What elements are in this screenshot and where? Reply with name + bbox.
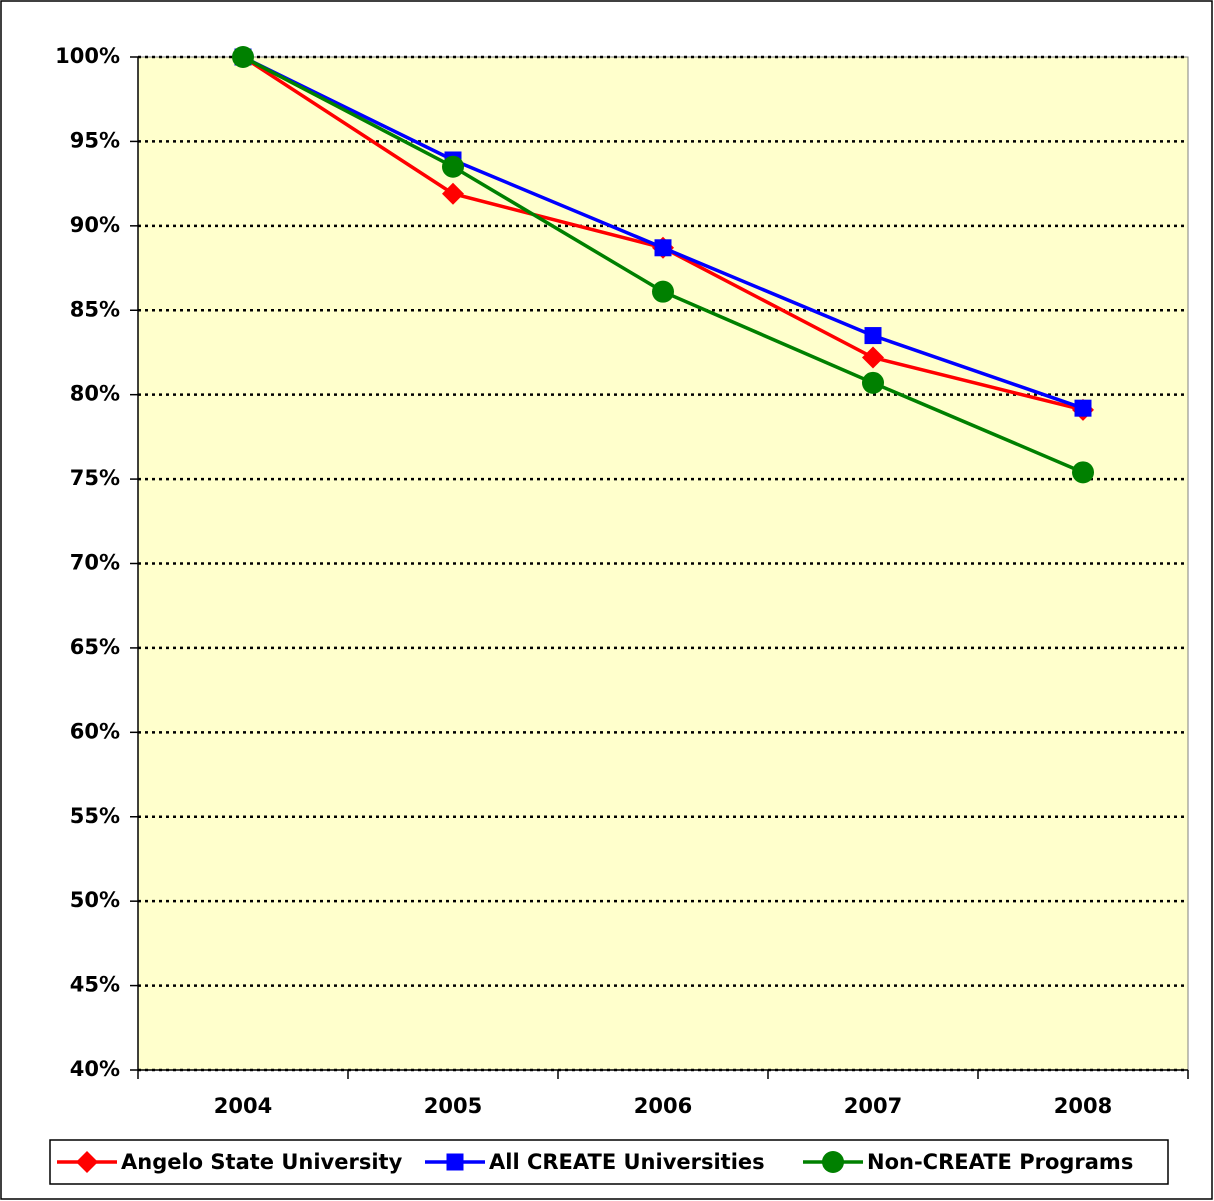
y-tick-label: 70% <box>70 551 120 575</box>
y-tick-label: 45% <box>70 973 120 997</box>
y-tick-label: 60% <box>70 719 120 743</box>
x-tick-label: 2007 <box>844 1094 902 1118</box>
data-point <box>652 280 674 303</box>
data-point <box>442 155 464 178</box>
data-point <box>862 346 884 369</box>
x-tick-label: 2006 <box>634 1094 692 1118</box>
y-tick-label: 95% <box>70 128 120 152</box>
y-tick-label: 80% <box>70 382 120 406</box>
y-tick-label: 65% <box>70 635 120 659</box>
data-point <box>862 371 884 394</box>
legend-marker <box>446 1153 464 1171</box>
data-point <box>232 46 254 68</box>
y-tick-label: 75% <box>70 466 120 490</box>
y-tick-label: 50% <box>70 888 120 912</box>
legend-label: Non-CREATE Programs <box>867 1150 1133 1174</box>
legend-marker <box>822 1151 844 1173</box>
data-point <box>442 182 464 205</box>
data-point <box>1072 461 1094 484</box>
legend-marker <box>76 1151 98 1173</box>
data-point <box>1074 399 1092 417</box>
x-tick-label: 2004 <box>214 1094 272 1118</box>
y-tick-label: 100% <box>55 44 120 68</box>
y-tick-label: 55% <box>70 804 120 828</box>
x-tick-label: 2008 <box>1054 1094 1112 1118</box>
legend-box <box>49 1139 1169 1185</box>
legend-label: All CREATE Universities <box>489 1150 765 1174</box>
x-tick-label: 2005 <box>424 1094 482 1118</box>
data-point <box>864 327 882 345</box>
y-tick-label: 90% <box>70 213 120 237</box>
y-tick-label: 40% <box>70 1057 120 1081</box>
data-point <box>654 239 672 257</box>
y-tick-label: 85% <box>70 297 120 321</box>
legend-label: Angelo State University <box>121 1150 403 1174</box>
